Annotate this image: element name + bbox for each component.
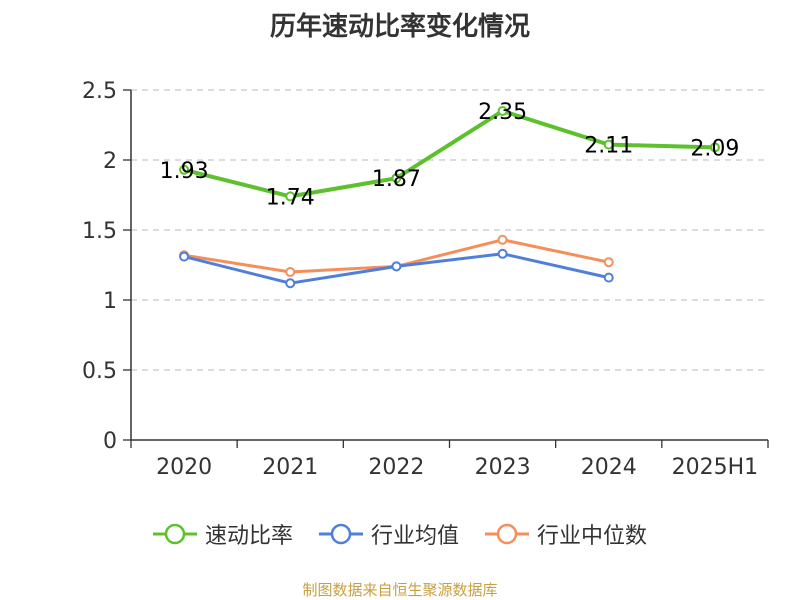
legend-item-quick-ratio[interactable]: 速动比率: [152, 518, 293, 550]
data-point: [285, 191, 296, 202]
y-tick-label: 1.5: [82, 219, 117, 244]
x-tick-label: 2024: [581, 455, 637, 480]
data-label: 2.11: [584, 134, 633, 159]
y-tick-label: 0.5: [82, 359, 117, 384]
x-tick-label: 2020: [156, 455, 212, 480]
data-point: [179, 251, 190, 262]
series-line-0: [182, 109, 717, 199]
data-point: [285, 278, 296, 289]
x-tick-label: 2023: [475, 455, 531, 480]
y-tick-label: 2: [103, 149, 117, 174]
y-tick-label: 2.5: [82, 79, 117, 104]
data-point: [497, 106, 508, 116]
legend-label-quick-ratio: 速动比率: [204, 524, 293, 549]
data-source-note: 制图数据来自恒生聚源数据库: [302, 581, 498, 599]
y-tick-label: 1: [103, 289, 117, 314]
data-label: 2.35: [478, 100, 527, 125]
legend-item-industry-median[interactable]: 行业中位数: [485, 518, 647, 550]
legend-swatch-industry-mean: [318, 523, 363, 545]
y-tick-label: 0: [103, 429, 117, 454]
data-point: [497, 234, 508, 245]
data-label: 1.87: [372, 167, 421, 192]
data-point: [603, 139, 614, 150]
data-point: [391, 173, 402, 184]
data-label: 1.74: [266, 185, 315, 210]
legend-label-industry-median: 行业中位数: [537, 524, 648, 549]
data-point: [709, 142, 720, 153]
legend: 速动比率 行业均值 行业中位数: [0, 518, 800, 550]
x-tick-label: 2025H1: [672, 455, 759, 480]
data-point: [497, 248, 508, 259]
data-label: 2.09: [690, 136, 739, 161]
legend-swatch-quick-ratio: [152, 523, 197, 545]
data-point: [179, 164, 190, 175]
data-label: 1.93: [160, 159, 209, 184]
x-tick-label: 2021: [262, 455, 318, 480]
legend-label-industry-mean: 行业均值: [370, 524, 459, 549]
x-tick-label: 2022: [368, 455, 424, 480]
data-labels: 1.93 1.74 1.87 2.35 2.11 2.09: [160, 100, 740, 210]
data-point: [603, 272, 614, 283]
data-point: [285, 267, 296, 277]
series-lines: [179, 106, 720, 289]
legend-item-industry-mean[interactable]: 行业均值: [318, 518, 459, 550]
chart-title: 历年速动比率变化情况: [269, 12, 530, 42]
data-point: [603, 257, 614, 268]
data-point: [391, 261, 402, 272]
legend-swatch-industry-median: [485, 523, 529, 545]
gridlines: [131, 89, 768, 371]
axes: 0 0.5 1 1.5 2 2.5 2020 2021 2022 2023 2024 2025H1: [82, 79, 769, 480]
